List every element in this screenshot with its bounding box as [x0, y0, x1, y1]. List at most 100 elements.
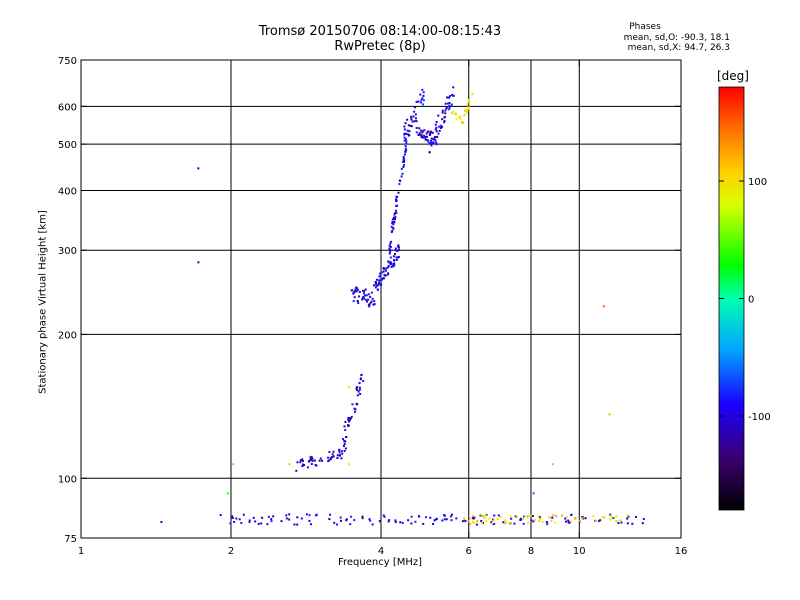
data-point: [404, 150, 407, 153]
data-point: [406, 118, 409, 121]
data-point: [219, 514, 222, 517]
data-point: [510, 522, 513, 525]
data-point: [391, 265, 394, 268]
data-point: [423, 134, 426, 137]
data-point: [479, 514, 482, 517]
data-point: [318, 459, 321, 462]
data-point: [381, 278, 384, 281]
data-point: [377, 284, 380, 287]
data-point: [393, 221, 396, 224]
data-point: [403, 153, 406, 156]
data-point: [385, 267, 388, 270]
data-point: [340, 457, 343, 460]
data-point: [300, 517, 303, 520]
data-point: [530, 519, 533, 522]
data-point: [635, 515, 638, 518]
data-point: [353, 519, 356, 522]
data-point: [382, 267, 385, 270]
data-point: [452, 110, 455, 113]
data-point: [430, 141, 433, 144]
data-point: [348, 420, 351, 423]
data-point: [430, 139, 433, 142]
data-point: [402, 158, 405, 161]
data-point: [423, 129, 426, 132]
data-point: [388, 247, 391, 250]
data-point: [441, 109, 444, 112]
data-point: [581, 517, 584, 520]
data-point: [390, 265, 393, 268]
colorbar-tick-label: 0: [748, 295, 754, 306]
data-point: [360, 374, 363, 377]
data-point: [347, 424, 350, 427]
data-point: [355, 388, 358, 391]
data-point: [395, 211, 398, 214]
y-tick-label: 100: [58, 474, 77, 485]
data-point: [441, 118, 444, 121]
data-point: [388, 252, 391, 255]
data-point: [619, 519, 622, 522]
data-point: [226, 492, 229, 495]
data-point: [450, 519, 453, 522]
data-point: [345, 435, 348, 438]
data-point: [399, 521, 402, 524]
data-point: [252, 516, 255, 519]
data-point: [521, 517, 524, 520]
data-point: [421, 136, 424, 139]
data-point: [356, 288, 359, 291]
data-point: [417, 100, 420, 103]
data-point: [461, 520, 464, 523]
data-point: [464, 520, 467, 523]
data-point: [397, 249, 400, 252]
x-tick-labels: 1 2 4 6 8 10 16: [78, 546, 688, 557]
data-point: [336, 457, 339, 460]
data-point: [347, 386, 350, 389]
data-point: [491, 522, 494, 525]
data-point: [347, 463, 350, 466]
data-point: [527, 515, 530, 518]
data-point: [612, 517, 615, 520]
data-point: [448, 106, 451, 109]
data-point: [418, 132, 421, 135]
data-point: [352, 300, 355, 303]
y-tick-label: 600: [58, 102, 77, 113]
data-point: [361, 515, 364, 518]
data-point: [546, 523, 549, 526]
data-point: [403, 164, 406, 167]
data-point: [410, 522, 413, 525]
data-point: [527, 521, 530, 524]
data-point: [603, 516, 606, 519]
data-point: [448, 104, 451, 107]
data-point: [378, 279, 381, 282]
data-point: [418, 133, 421, 136]
data-point: [401, 160, 404, 163]
data-point: [328, 517, 331, 520]
data-point: [405, 142, 408, 145]
data-point: [295, 469, 298, 472]
data-point: [388, 244, 391, 247]
data-point: [627, 515, 630, 518]
data-point: [426, 139, 429, 142]
data-point: [471, 520, 474, 523]
data-point: [415, 131, 418, 134]
data-point: [285, 514, 288, 517]
data-point: [310, 463, 313, 466]
data-point: [389, 250, 392, 253]
data-point: [342, 438, 345, 441]
colorbar-unit-label: [deg]: [717, 69, 749, 83]
data-point: [363, 289, 366, 292]
data-point: [510, 517, 513, 520]
data-point: [522, 522, 525, 525]
data-point: [432, 142, 435, 145]
data-point: [493, 514, 496, 517]
data-point: [392, 223, 395, 226]
data-point: [569, 520, 572, 523]
data-point: [356, 403, 359, 406]
data-point: [608, 413, 611, 416]
data-point: [406, 133, 409, 136]
data-point: [358, 386, 361, 389]
data-point: [405, 138, 408, 141]
data-point: [404, 147, 407, 150]
data-point: [345, 518, 348, 521]
x-tick-label: 1: [78, 546, 84, 557]
data-point: [555, 515, 558, 518]
